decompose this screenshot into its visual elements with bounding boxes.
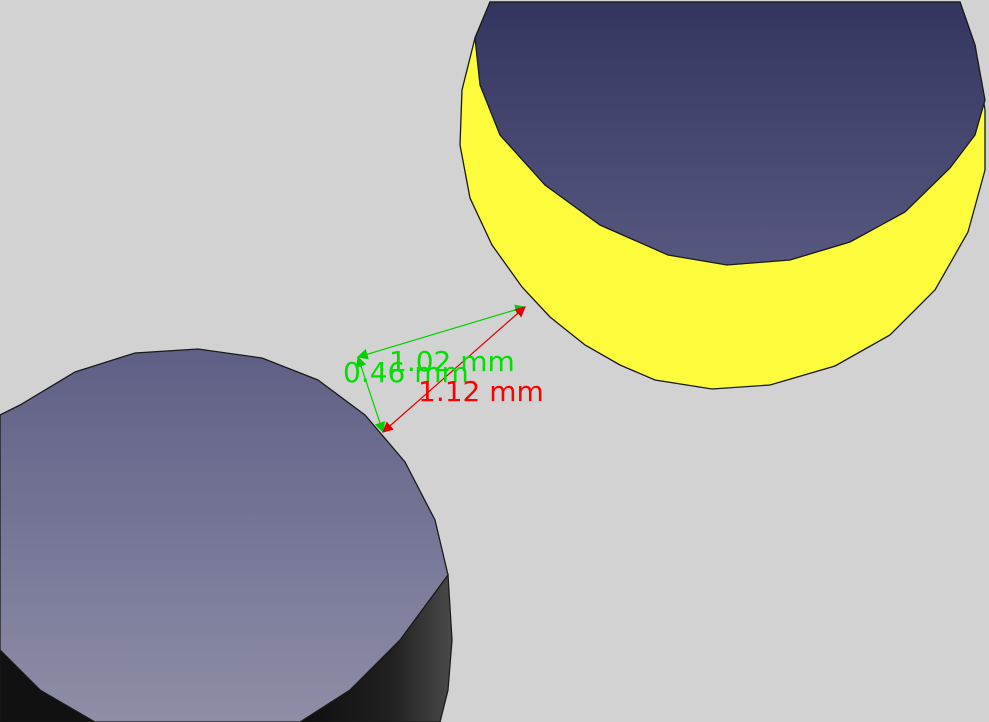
dimension-line-y[interactable]: [355, 355, 386, 434]
selected-cylinder[interactable]: [459, 1, 986, 390]
dimension-label-x[interactable]: 1.02 mm: [389, 345, 515, 378]
distance-label[interactable]: 1.12 mm: [418, 375, 544, 408]
dimension-label-y[interactable]: 0.46 mm: [343, 356, 469, 389]
lower-cylinder[interactable]: [0, 348, 453, 722]
lower-cylinder-top-face[interactable]: [0, 348, 449, 722]
selected-cylinder-top-face[interactable]: [474, 1, 986, 266]
distance-line[interactable]: [382, 306, 526, 433]
measurement-overlay: 1.02 mm 0.46 mm 1.12 mm: [343, 304, 544, 434]
